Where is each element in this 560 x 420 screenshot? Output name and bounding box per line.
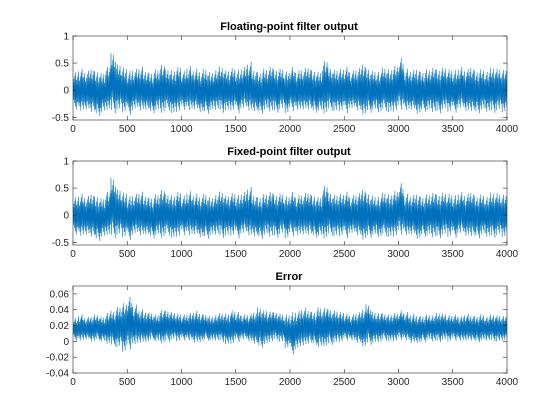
plot-1-y-tick-label: 1 (63, 32, 69, 43)
plot-3-x-tick-label: 3000 (387, 377, 410, 388)
plot-2-x-tick-label: 500 (119, 249, 136, 260)
plot-2-y-tick-label: 0 (63, 211, 69, 222)
plot-fixed-point: Fixed-point filter output 0 500 1000 1500 20… (52, 146, 519, 260)
plot-error: Error 0 500 1000 1500 2000 2500 3000 3500 4000 -… (46, 271, 518, 388)
plot-3-x-tick-label: 500 (119, 377, 136, 388)
plot-2-x-tick-label: 1500 (225, 249, 248, 260)
plot-1-y-tick-label: -0.5 (52, 113, 70, 124)
plot-1-x-tick-label: 4000 (496, 124, 519, 135)
plot-2-y-tick-label: 0.5 (55, 184, 69, 195)
plot-2-x-tick-label: 1000 (170, 249, 193, 260)
plot-3-x-tick-label: 2500 (333, 377, 356, 388)
plot-2-title: Fixed-point filter output (227, 146, 351, 158)
plot-1-y-tick-label: 0.5 (55, 59, 69, 70)
plot-2-series-line (73, 177, 507, 241)
plot-3-x-tick-label: 2000 (279, 377, 302, 388)
plot-1-x-tick-label: 3000 (387, 124, 410, 135)
plot-3-x-tick-label: 3500 (442, 377, 465, 388)
plot-1-series-line (73, 52, 507, 116)
plot-2-y-tick-label: -0.5 (52, 238, 70, 249)
plot-3-x-tick-label: 1000 (170, 377, 193, 388)
plot-1-x-tick-label: 0 (70, 124, 76, 135)
plot-1-x-tick-label: 500 (119, 124, 136, 135)
plot-2-x-tick-label: 4000 (496, 249, 519, 260)
plot-3-series-line (73, 297, 507, 355)
plot-1-x-tick-label: 2500 (333, 124, 356, 135)
plot-2-y-tick-label: 1 (63, 157, 69, 168)
plot-3-title: Error (276, 271, 304, 283)
plot-3-x-tick-label: 0 (70, 377, 76, 388)
plot-1-y-ticks: -0.5 0 0.5 1 (52, 32, 507, 124)
plot-3-y-tick-label: -0.04 (46, 369, 69, 380)
plot-2-x-tick-label: 2500 (333, 249, 356, 260)
plot-3-x-tick-label: 4000 (496, 377, 519, 388)
plot-1-x-tick-label: 1000 (170, 124, 193, 135)
plot-3-y-tick-label: -0.02 (46, 353, 69, 364)
plot-1-title: Floating-point filter output (220, 21, 358, 33)
plot-1-y-tick-label: 0 (63, 86, 69, 97)
plot-2-y-ticks: -0.5 0 0.5 1 (52, 157, 507, 249)
plot-floating-point: Floating-point filter output 0 500 1000 150… (52, 21, 519, 135)
plot-1-x-tick-label: 3500 (442, 124, 465, 135)
plot-2-x-ticks: 0 500 1000 1500 2000 2500 3000 3500 4000 (70, 161, 519, 260)
plot-3-y-tick-label: 0.04 (50, 305, 70, 316)
plot-2-x-tick-label: 3000 (387, 249, 410, 260)
plot-1-x-ticks: 0 500 1000 1500 2000 2500 3000 3500 4000 (70, 36, 519, 135)
plot-3-x-ticks: 0 500 1000 1500 2000 2500 3000 3500 4000 (70, 286, 519, 388)
plot-1-x-tick-label: 1500 (225, 124, 248, 135)
plot-3-y-ticks: -0.04 -0.02 0 0.02 0.04 0.06 (46, 289, 507, 380)
plot-2-x-tick-label: 0 (70, 249, 76, 260)
plot-3-y-tick-label: 0 (63, 337, 69, 348)
plot-3-x-tick-label: 1500 (225, 377, 248, 388)
plot-1-x-tick-label: 2000 (279, 124, 302, 135)
plot-3-y-tick-label: 0.06 (50, 289, 70, 300)
plot-3-y-tick-label: 0.02 (50, 321, 70, 332)
plot-2-x-tick-label: 2000 (279, 249, 302, 260)
plot-2-x-tick-label: 3500 (442, 249, 465, 260)
